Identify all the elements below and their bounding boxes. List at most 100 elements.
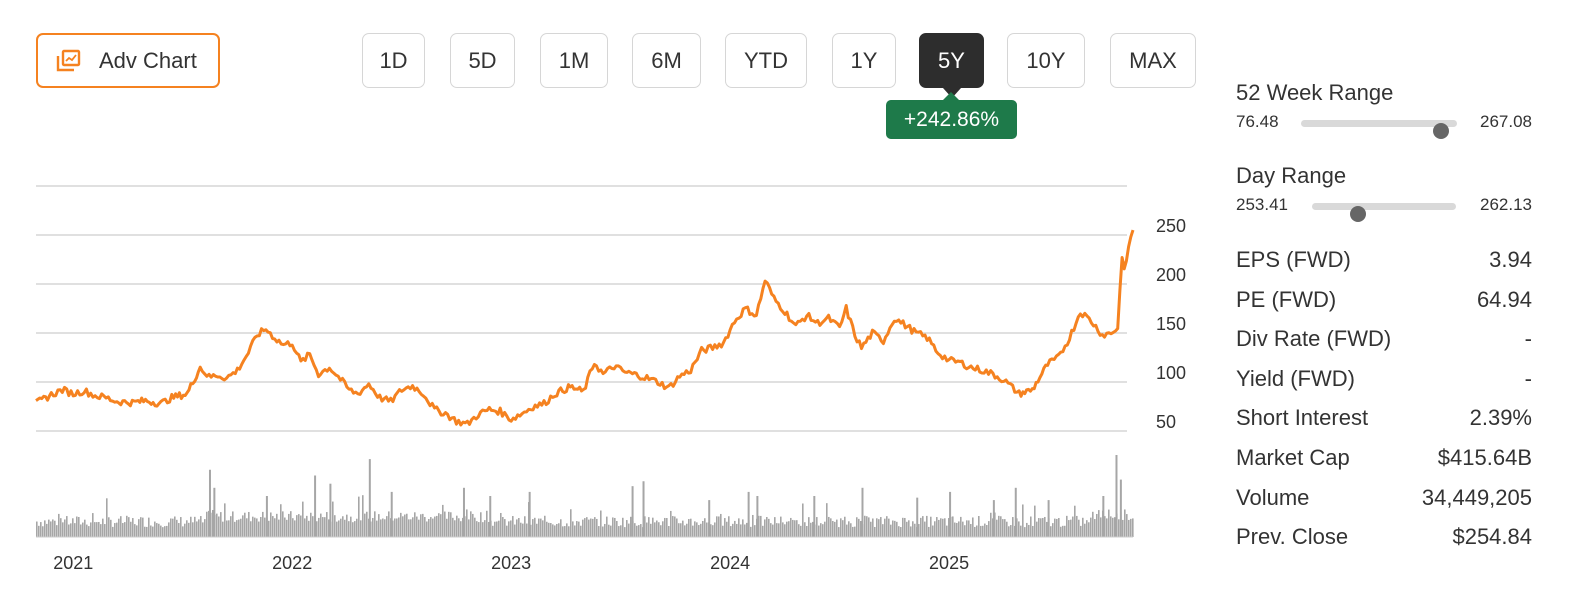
volume-bar <box>86 524 88 537</box>
volume-spike <box>916 497 919 537</box>
stat-label: PE (FWD) <box>1236 286 1337 312</box>
volume-bar <box>864 515 866 537</box>
range-tab-1d[interactable]: 1D <box>362 33 425 88</box>
volume-bar <box>538 518 540 537</box>
volume-bar <box>692 525 694 537</box>
volume-bar <box>160 525 162 537</box>
volume-bar <box>180 517 182 537</box>
volume-bar <box>986 525 988 537</box>
volume-bar <box>840 518 842 537</box>
volume-bar <box>162 527 164 537</box>
volume-bar <box>52 519 54 537</box>
range-tab-ytd[interactable]: YTD <box>725 33 807 88</box>
volume-bar <box>302 501 304 537</box>
volume-bar <box>228 520 230 537</box>
volume-bar <box>80 524 82 537</box>
volume-bar <box>926 515 928 537</box>
volume-bar <box>798 524 800 537</box>
range-tab-5y[interactable]: 5Y <box>919 33 984 88</box>
volume-bar <box>1038 518 1040 537</box>
volume-bar <box>1008 526 1010 537</box>
volume-bar <box>420 514 422 537</box>
volume-bar <box>1104 516 1106 537</box>
volume-bar <box>662 521 664 537</box>
volume-bar <box>992 518 994 537</box>
stat-value: 2.39% <box>1469 405 1532 431</box>
volume-bar <box>584 518 586 537</box>
stat-value: 64.94 <box>1476 286 1532 312</box>
volume-bar <box>394 518 396 537</box>
volume-bar <box>222 521 224 537</box>
volume-bar <box>960 516 962 537</box>
volume-bar <box>944 518 946 537</box>
volume-bar <box>678 523 680 537</box>
volume-bar <box>738 518 740 537</box>
volume-bar <box>434 516 436 537</box>
price-chart[interactable]: 50 100 150 200 250 2021 2022 2023 2024 2025 <box>0 0 1200 610</box>
volume-bar <box>564 526 566 537</box>
volume-bar <box>260 517 262 537</box>
volume-bar <box>958 521 960 537</box>
volume-bar <box>278 519 280 537</box>
volume-bar <box>326 512 328 537</box>
volume-bar <box>466 509 468 537</box>
volume-bar <box>666 518 668 537</box>
price-line <box>35 229 1135 427</box>
volume-bar <box>92 513 94 537</box>
volume-bar <box>720 513 722 537</box>
volume-bar <box>438 513 440 537</box>
range-tab-6m[interactable]: 6M <box>632 33 701 88</box>
volume-bar <box>1064 525 1066 537</box>
volume-bar <box>350 516 352 537</box>
volume-bar <box>850 523 852 537</box>
volume-bar <box>668 526 670 537</box>
volume-bar <box>650 523 652 537</box>
volume-bar <box>990 512 992 537</box>
volume-bar <box>426 521 428 537</box>
range-tab-10y[interactable]: 10Y <box>1007 33 1085 88</box>
volume-bar <box>1070 519 1072 537</box>
stat-row-volume: Volume 34,449,205 <box>1236 484 1532 512</box>
x-tick-label: 2021 <box>53 553 93 573</box>
volume-bar <box>262 511 264 537</box>
range-tab-1m[interactable]: 1M <box>540 33 608 88</box>
volume-spike <box>642 481 645 537</box>
volume-bar <box>516 519 518 537</box>
volume-bar <box>1010 525 1012 537</box>
volume-bar <box>542 520 544 537</box>
volume-bar <box>248 511 250 537</box>
volume-bar <box>1076 515 1078 537</box>
volume-bar <box>138 519 140 537</box>
volume-bar <box>226 520 228 537</box>
volume-bar <box>306 515 308 537</box>
volume-bar <box>520 522 522 537</box>
volume-bar <box>770 523 772 537</box>
adv-chart-button[interactable]: Adv Chart <box>36 33 220 88</box>
stat-row-prev-close: Prev. Close $254.84 <box>1236 523 1532 551</box>
volume-bar <box>454 520 456 537</box>
volume-bar <box>706 522 708 537</box>
range-tab-5d[interactable]: 5D <box>450 33 515 88</box>
volume-bar <box>746 522 748 537</box>
volume-bar <box>276 513 278 537</box>
volume-bar <box>790 517 792 537</box>
volume-bar <box>392 520 394 537</box>
range-tab-1y[interactable]: 1Y <box>832 33 896 88</box>
day-range-title: Day Range <box>1236 163 1347 188</box>
volume-bar <box>652 517 654 537</box>
volume-bar <box>932 525 934 537</box>
volume-bar <box>540 518 542 537</box>
volume-bar <box>842 520 844 537</box>
volume-bar <box>874 526 876 537</box>
y-tick-label: 100 <box>1156 363 1186 383</box>
range-tab-max[interactable]: MAX <box>1110 33 1196 88</box>
volume-bar <box>280 504 282 537</box>
stat-label: Short Interest <box>1236 405 1369 431</box>
volume-bar <box>88 526 90 537</box>
volume-bar <box>508 521 510 537</box>
volume-bar <box>290 511 292 537</box>
volume-bar <box>362 495 364 537</box>
volume-bar <box>268 520 270 537</box>
volume-bar <box>340 518 342 537</box>
volume-bar <box>592 518 594 537</box>
